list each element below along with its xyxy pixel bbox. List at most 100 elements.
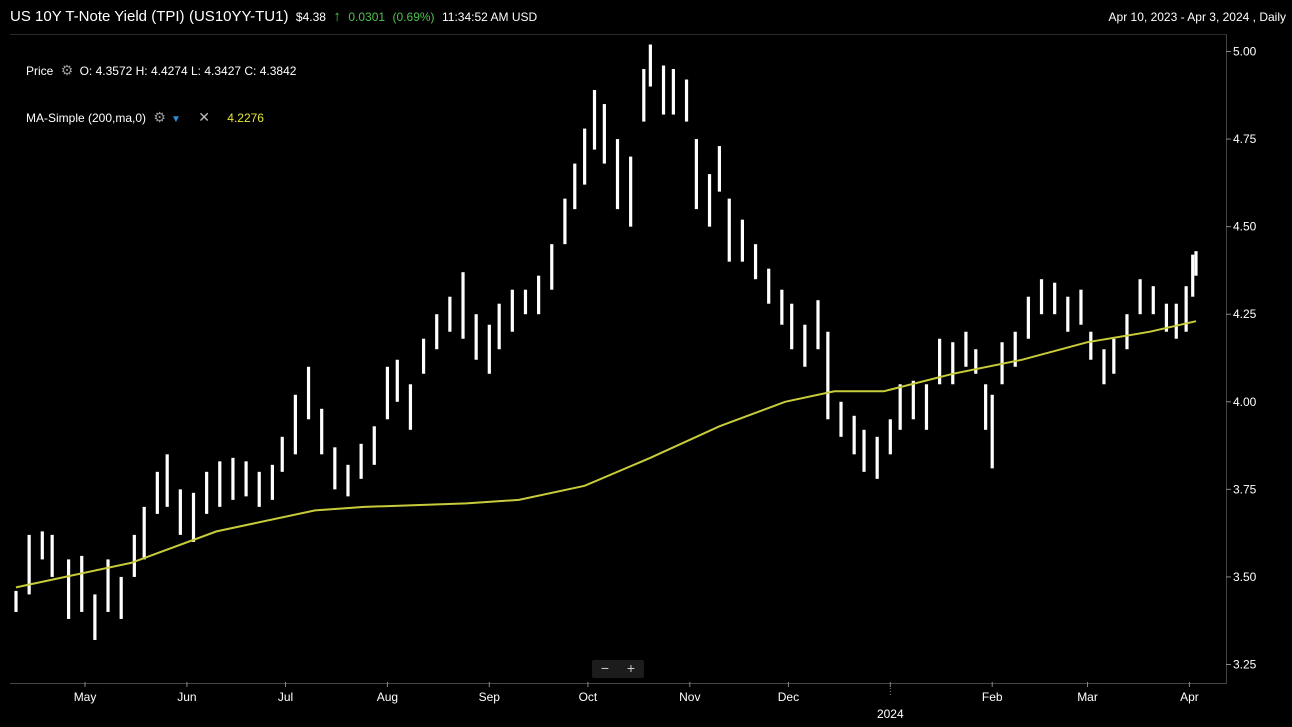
x-tick-label: Mar: [1077, 690, 1098, 704]
x-tick-label: Sep: [479, 690, 501, 704]
price-bar: [1079, 289, 1083, 325]
price-bar: [448, 296, 452, 332]
price-bar: [218, 461, 222, 507]
chevron-down-icon[interactable]: ▼: [170, 114, 181, 125]
price-legend: Price ⚙ O: 4.3572 H: 4.4274 L: 4.3427 C:…: [26, 62, 296, 79]
y-tick-label: 4.75: [1233, 132, 1257, 146]
price-bar: [642, 69, 646, 122]
x-tick-label: Dec: [778, 690, 799, 704]
price-bar: [964, 331, 968, 367]
close-icon[interactable]: ✕: [198, 109, 210, 125]
price-bar: [629, 156, 633, 227]
price-bar: [1191, 254, 1195, 297]
price-bar: [852, 415, 856, 455]
price-bar: [244, 461, 248, 497]
price-bar: [293, 394, 297, 455]
zoom-in-button[interactable]: +: [626, 660, 636, 676]
price-bar: [974, 349, 978, 374]
price-bar: [385, 366, 390, 420]
price-bar: [333, 447, 337, 490]
price-bar: [66, 559, 71, 619]
price-bar: [1112, 338, 1116, 374]
price-bar: [1013, 331, 1017, 367]
instrument-symbol: (US10YY-TU1): [188, 8, 289, 25]
price-bar: [474, 314, 478, 360]
symbol-info: US 10Y T-Note Yield (TPI) (US10YY-TU1) $…: [10, 8, 537, 26]
price-bar: [155, 471, 159, 514]
price-bar: [132, 534, 136, 577]
ma-value: 4.2276: [227, 111, 264, 125]
price-bar: [862, 429, 866, 472]
price-bar: [615, 139, 620, 210]
x-tick-label: Jul: [278, 690, 293, 704]
price-bar: [93, 594, 97, 640]
price-bar: [1053, 282, 1057, 315]
price-bar: [740, 219, 745, 262]
price-bar: [573, 163, 577, 210]
price-bar: [898, 384, 902, 430]
price-change: 0.0301: [348, 10, 386, 24]
gear-icon[interactable]: ⚙: [153, 109, 166, 125]
price-bar: [510, 289, 514, 332]
y-tick-label: 4.50: [1233, 220, 1257, 234]
price-bar: [231, 457, 235, 500]
price-bar: [563, 198, 567, 245]
y-tick-label: 3.25: [1233, 657, 1257, 671]
price-bar: [938, 338, 942, 385]
price-bar: [80, 555, 84, 612]
price-bar: [408, 384, 413, 430]
price-bar: [648, 44, 652, 87]
price-bar: [487, 324, 491, 374]
price-bar: [694, 139, 698, 210]
price-bar: [888, 419, 892, 455]
price-bar: [50, 534, 54, 577]
y-tick-label: 3.75: [1233, 482, 1257, 496]
price-bar: [346, 464, 350, 497]
price-bar: [803, 324, 807, 367]
zoom-out-button[interactable]: −: [600, 660, 610, 676]
price-bar: [395, 359, 399, 402]
price-bar: [1174, 303, 1178, 339]
x-tick-label: Aug: [377, 690, 398, 704]
date-range[interactable]: Apr 10, 2023 - Apr 3, 2024 , Daily: [1108, 10, 1286, 24]
price-bar: [717, 146, 721, 192]
price-bar: [1194, 251, 1198, 276]
ma-line: [15, 320, 1197, 589]
y-tick-label: 4.25: [1233, 307, 1257, 321]
price-bar: [461, 272, 465, 339]
price-bar: [270, 464, 274, 500]
price-bar: [280, 436, 284, 472]
y-tick-label: 3.50: [1233, 570, 1257, 584]
quote-time: 11:34:52 AM USD: [442, 10, 538, 24]
price-bar: [790, 303, 794, 350]
price-bar: [372, 426, 376, 465]
x-tick-label: Nov: [679, 690, 700, 704]
ohlc-values: O: 4.3572 H: 4.4274 L: 4.3427 C: 4.3842: [79, 64, 297, 78]
price-bar: [1184, 286, 1188, 332]
price-bar: [990, 394, 994, 469]
price-bar: [106, 559, 110, 612]
last-price: $4.38: [295, 10, 326, 24]
price-bar: [592, 90, 597, 150]
price-bar: [435, 314, 439, 350]
price-bar: [537, 275, 541, 315]
price-bar: [816, 300, 820, 350]
price-bar: [924, 384, 929, 430]
zoom-controls: − +: [592, 660, 644, 678]
price-bar: [523, 289, 528, 315]
plot-area[interactable]: [10, 34, 1227, 684]
price-bar: [780, 289, 784, 325]
price-bar: [421, 338, 426, 374]
price-bar: [839, 401, 843, 437]
instrument-title: US 10Y T-Note Yield (TPI): [10, 8, 185, 25]
ma-legend: MA-Simple (200,ma,0) ⚙ ▼ ✕ 4.2276: [26, 109, 264, 126]
price-bar: [984, 384, 988, 430]
gear-icon[interactable]: ⚙: [60, 62, 74, 78]
price-bar: [583, 128, 587, 185]
price-bar: [497, 303, 501, 350]
price-bar: [205, 471, 209, 514]
price-bar: [875, 436, 879, 479]
price-change-pct: (0.69%): [392, 10, 435, 24]
y-tick-label: 4.00: [1233, 395, 1257, 409]
